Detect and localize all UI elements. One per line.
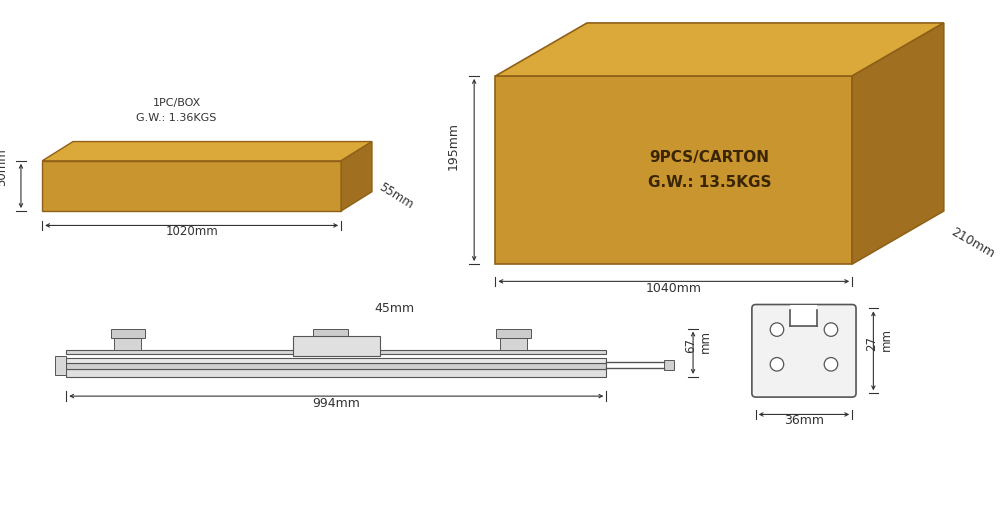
Text: 1040mm: 1040mm: [646, 282, 702, 295]
Polygon shape: [341, 142, 372, 211]
Text: 36mm: 36mm: [784, 414, 824, 427]
Bar: [66, 363, 606, 369]
Text: 27
mm: 27 mm: [865, 328, 893, 351]
Bar: [317, 338, 344, 350]
Bar: [664, 360, 674, 370]
Text: 55mm: 55mm: [377, 181, 416, 212]
FancyBboxPatch shape: [752, 305, 856, 397]
Circle shape: [770, 323, 784, 336]
Bar: [66, 350, 606, 354]
Bar: [66, 369, 606, 377]
Bar: [66, 358, 606, 363]
Text: 45mm: 45mm: [374, 302, 414, 315]
Circle shape: [770, 358, 784, 371]
Text: 9PCS/CARTON
G.W.: 13.5KGS: 9PCS/CARTON G.W.: 13.5KGS: [648, 150, 771, 190]
Text: 1020mm: 1020mm: [165, 225, 218, 238]
Text: 1PC/BOX
G.W.: 1.36KGS: 1PC/BOX G.W.: 1.36KGS: [136, 98, 217, 123]
Circle shape: [824, 358, 838, 371]
Polygon shape: [42, 142, 372, 161]
Text: 50mm: 50mm: [0, 148, 8, 186]
Text: 210mm: 210mm: [949, 225, 997, 260]
Polygon shape: [852, 23, 944, 264]
Polygon shape: [495, 76, 852, 264]
Bar: [111, 329, 145, 338]
Text: 195mm: 195mm: [446, 122, 459, 170]
Bar: [496, 329, 531, 338]
Bar: [293, 336, 380, 355]
Bar: [114, 338, 141, 350]
Polygon shape: [495, 23, 944, 76]
Polygon shape: [42, 161, 341, 211]
Bar: [790, 305, 817, 326]
Bar: [55, 355, 66, 375]
Text: 994mm: 994mm: [312, 397, 360, 409]
Circle shape: [824, 323, 838, 336]
Bar: [313, 329, 348, 338]
Bar: [500, 338, 527, 350]
Text: 67
mm: 67 mm: [684, 330, 712, 353]
